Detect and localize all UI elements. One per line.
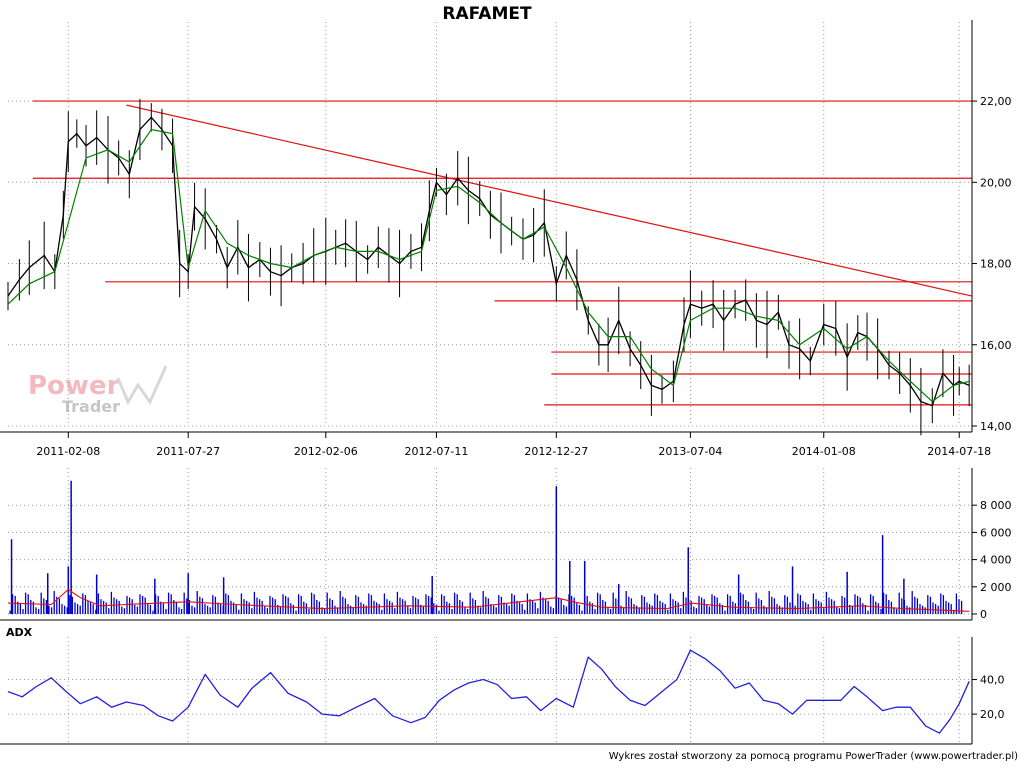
watermark-trader: Trader	[62, 397, 120, 416]
watermark-power: Power	[28, 371, 120, 401]
adx-axis: 40,0 20,0	[0, 637, 1005, 745]
price-x-tick-label: 2012-02-06	[294, 445, 358, 458]
price-x-tick-label: 2011-07-27	[156, 445, 220, 458]
price-x-tick-label: 2014-07-18	[927, 445, 991, 458]
downtrend-line	[126, 104, 973, 297]
volume-y-tick-label: 6 000	[980, 526, 1012, 539]
adx-grid	[8, 637, 972, 742]
price-close-layer	[7, 99, 970, 436]
watermark-swoosh	[116, 365, 168, 406]
volume-axis: 8 000 6 000 4 000 2 000 0	[0, 468, 1012, 621]
volume-y-tick-label: 4 000	[980, 554, 1012, 567]
price-y-tick-label: 20,00	[980, 176, 1012, 189]
trendline-layer	[126, 104, 973, 297]
price-y-tick-label: 18,00	[980, 258, 1012, 271]
adx-line	[7, 649, 970, 734]
price-moving-average-line	[7, 128, 970, 403]
price-y-tick-label: 22,00	[980, 95, 1012, 108]
price-axis: 22,00 20,00 18,00 16,00 14,00 2011-02-08 2011-…	[0, 20, 1012, 458]
footer-credit: Wykres został stworzony za pomocą progra…	[609, 751, 1018, 762]
price-x-tick-label: 2013-07-04	[658, 445, 722, 458]
support-resistance-levels	[32, 100, 972, 406]
powertrader-watermark: Power Trader	[28, 365, 168, 416]
price-ma-layer	[7, 128, 970, 403]
volume-y-tick-label: 2 000	[980, 581, 1012, 594]
adx-label: ADX	[6, 626, 33, 639]
price-x-tick-label: 2012-12-27	[524, 445, 588, 458]
volume-grid	[8, 468, 972, 615]
volume-y-tick-label: 8 000	[980, 499, 1012, 512]
adx-line-layer	[7, 649, 970, 734]
adx-y-tick-label: 20,0	[980, 708, 1005, 721]
volume-bars	[9, 480, 963, 614]
price-y-tick-label: 16,00	[980, 339, 1012, 352]
adx-y-tick-label: 40,0	[980, 674, 1005, 687]
volume-moving-average-line	[7, 588, 970, 612]
price-x-tick-label: 2012-07-11	[404, 445, 468, 458]
price-x-tick-label: 2011-02-08	[36, 445, 100, 458]
price-close-line	[7, 116, 970, 407]
price-x-tick-label: 2014-01-08	[792, 445, 856, 458]
chart-title: RAFAMET	[442, 4, 532, 24]
volume-ma-layer	[7, 588, 970, 612]
price-y-tick-label: 14,00	[980, 420, 1012, 433]
volume-y-tick-label: 0	[980, 608, 987, 621]
